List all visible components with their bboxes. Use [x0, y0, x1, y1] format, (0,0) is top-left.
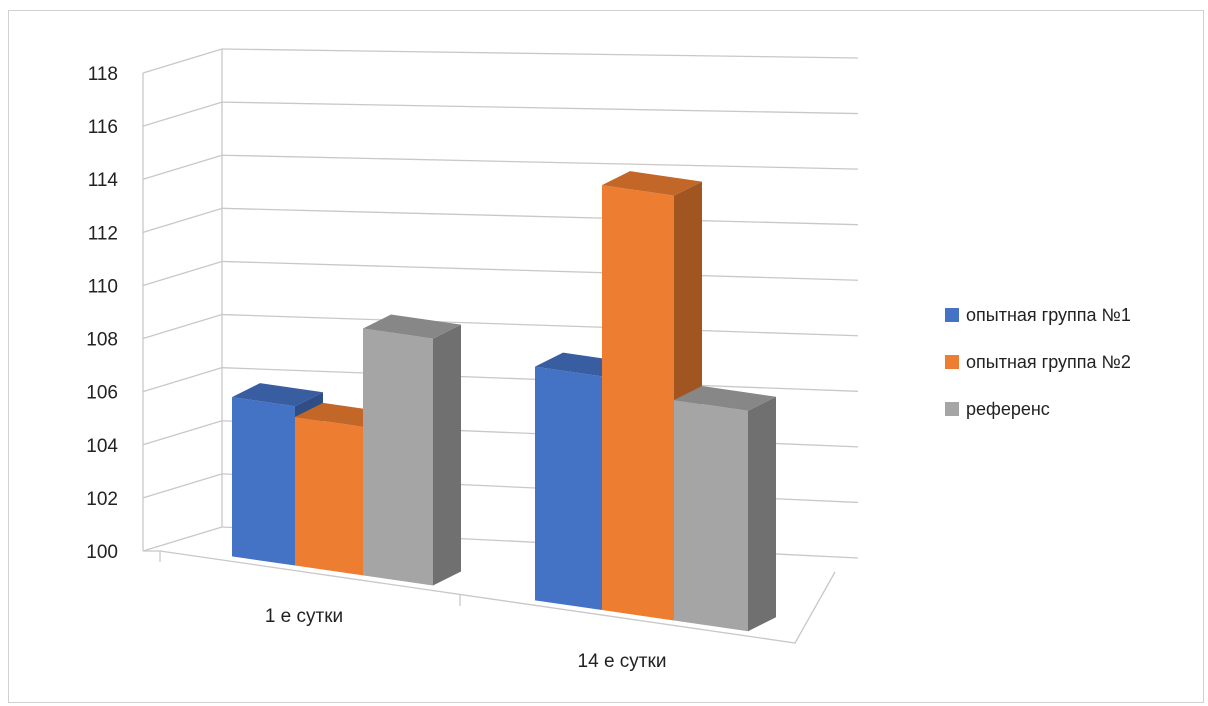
y-tick-label: 114: [88, 170, 119, 191]
bar: [363, 314, 461, 586]
legend-swatch: [945, 355, 959, 369]
bar-front: [295, 416, 363, 576]
legend-item: опытная группа №1: [945, 305, 1131, 325]
bar-front: [363, 328, 433, 586]
y-tick-label: 106: [86, 383, 118, 404]
legend-label: опытная группа №2: [966, 352, 1131, 372]
bar-front: [232, 397, 295, 566]
x-category-label: 1 е сутки: [265, 606, 343, 627]
legend-swatch: [945, 308, 959, 322]
y-tick-label: 102: [86, 489, 118, 510]
bar-side: [433, 324, 461, 586]
y-tick-label: 112: [88, 223, 118, 244]
y-tick-label: 116: [88, 117, 118, 138]
legend: опытная группа №1 опытная группа №2 рефере…: [945, 305, 1131, 419]
bar-front: [602, 185, 674, 621]
legend-item: опытная группа №2: [945, 352, 1131, 372]
y-tick-label: 118: [88, 64, 118, 85]
bar-front: [535, 366, 602, 611]
x-category-label: 14 е сутки: [578, 651, 667, 672]
bar-top: [232, 383, 323, 407]
y-axis-ticks: 100 102 104 106 108 110 112 114 116 118: [86, 64, 118, 563]
y-tick-label: 100: [86, 542, 118, 563]
legend-label: опытная группа №1: [966, 305, 1131, 325]
legend-swatch: [945, 402, 959, 416]
bar-side: [748, 396, 776, 632]
y-tick-label: 104: [86, 436, 118, 457]
bar-front: [674, 400, 748, 632]
bars: [232, 171, 776, 632]
legend-label: референс: [966, 399, 1050, 419]
bar-top: [602, 171, 702, 196]
bar: [674, 386, 776, 632]
bar-top: [363, 314, 461, 339]
legend-item: референс: [945, 399, 1050, 419]
bar-top: [674, 386, 776, 411]
y-tick-label: 110: [88, 276, 118, 297]
chart-floor: [143, 550, 836, 644]
y-tick-label: 108: [86, 330, 118, 351]
x-axis-categories: 1 е сутки 14 е сутки: [265, 606, 667, 672]
